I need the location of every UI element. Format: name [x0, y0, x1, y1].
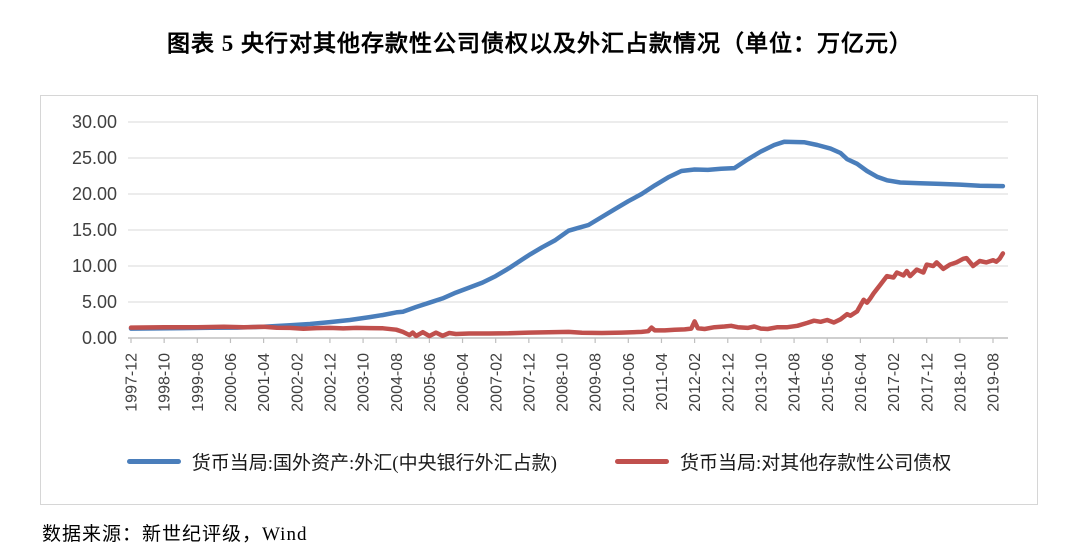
x-tick-label: 2006-04: [455, 353, 472, 412]
x-tick-label: 2010-06: [621, 353, 638, 412]
x-tick-label: 1997-12: [124, 353, 141, 412]
legend-swatch-blue-line: [126, 459, 181, 464]
series-line-0: [128, 139, 1006, 331]
x-tick-label: 2004-08: [389, 353, 406, 412]
x-tick-label: 2016-04: [853, 353, 870, 412]
x-tick-label: 2007-02: [488, 353, 505, 412]
x-tick-label: 2012-12: [720, 353, 737, 412]
x-tick-label: 2011-04: [654, 353, 671, 411]
source-note: 数据来源：新世纪评级，Wind: [42, 524, 308, 545]
series-line-1: [128, 251, 1006, 339]
x-tick-label: 2017-12: [919, 353, 936, 412]
x-tick-label: 2018-10: [952, 353, 969, 412]
x-tick-label: 2007-12: [521, 353, 538, 412]
x-tick-label: 1998-10: [157, 353, 174, 412]
x-tick-label: 2014-08: [787, 353, 804, 412]
legend-item-fx-reserves: 货币当局:国外资产:外汇(中央银行外汇占款): [126, 448, 557, 475]
legend-item-claims-on-banks: 货币当局:对其他存款性公司债权: [614, 448, 952, 475]
x-tick-label: 2019-08: [986, 353, 1003, 412]
y-tick-label: 20.00: [72, 184, 117, 204]
x-tick-label: 2001-04: [256, 353, 273, 412]
y-tick-label: 0.00: [82, 328, 117, 348]
chart-legend: 货币当局:国外资产:外汇(中央银行外汇占款) 货币当局:对其他存款性公司债权: [41, 448, 1037, 475]
y-tick-label: 15.00: [72, 220, 117, 240]
x-tick-label: 2015-06: [820, 353, 837, 412]
y-tick-label: 30.00: [72, 112, 117, 132]
x-tick-label: 2002-12: [323, 353, 340, 412]
legend-label: 货币当局:国外资产:外汇(中央银行外汇占款): [191, 453, 557, 474]
y-tick-label: 25.00: [72, 148, 117, 168]
x-tick-label: 2012-02: [687, 353, 704, 412]
x-tick-label: 2003-10: [356, 353, 373, 412]
x-tick-label: 2017-02: [886, 353, 903, 412]
legend-swatch-red-line: [614, 459, 669, 464]
x-tick-label: 2000-06: [223, 353, 240, 412]
x-tick-label: 2013-10: [754, 353, 771, 412]
chart-box: 1997-12 1998-10 1999-08 2000-06 2001-04 2002-…: [40, 95, 1038, 505]
x-tick-label: 2009-08: [588, 353, 605, 412]
figure-title: 图表 5 央行对其他存款性公司债权以及外汇占款情况（单位：万亿元）: [167, 31, 913, 56]
chart-svg: 1997-12 1998-10 1999-08 2000-06 2001-04 2002-…: [72, 112, 1008, 412]
y-tick-label: 5.00: [82, 292, 117, 312]
x-tick-label: 2008-10: [555, 353, 572, 412]
x-tick-label: 1999-08: [190, 353, 207, 412]
x-tick-label: 2005-06: [422, 353, 439, 412]
x-tick-label: 2002-02: [289, 353, 306, 412]
legend-label: 货币当局:对其他存款性公司债权: [679, 453, 952, 474]
y-tick-label: 10.00: [72, 256, 117, 276]
